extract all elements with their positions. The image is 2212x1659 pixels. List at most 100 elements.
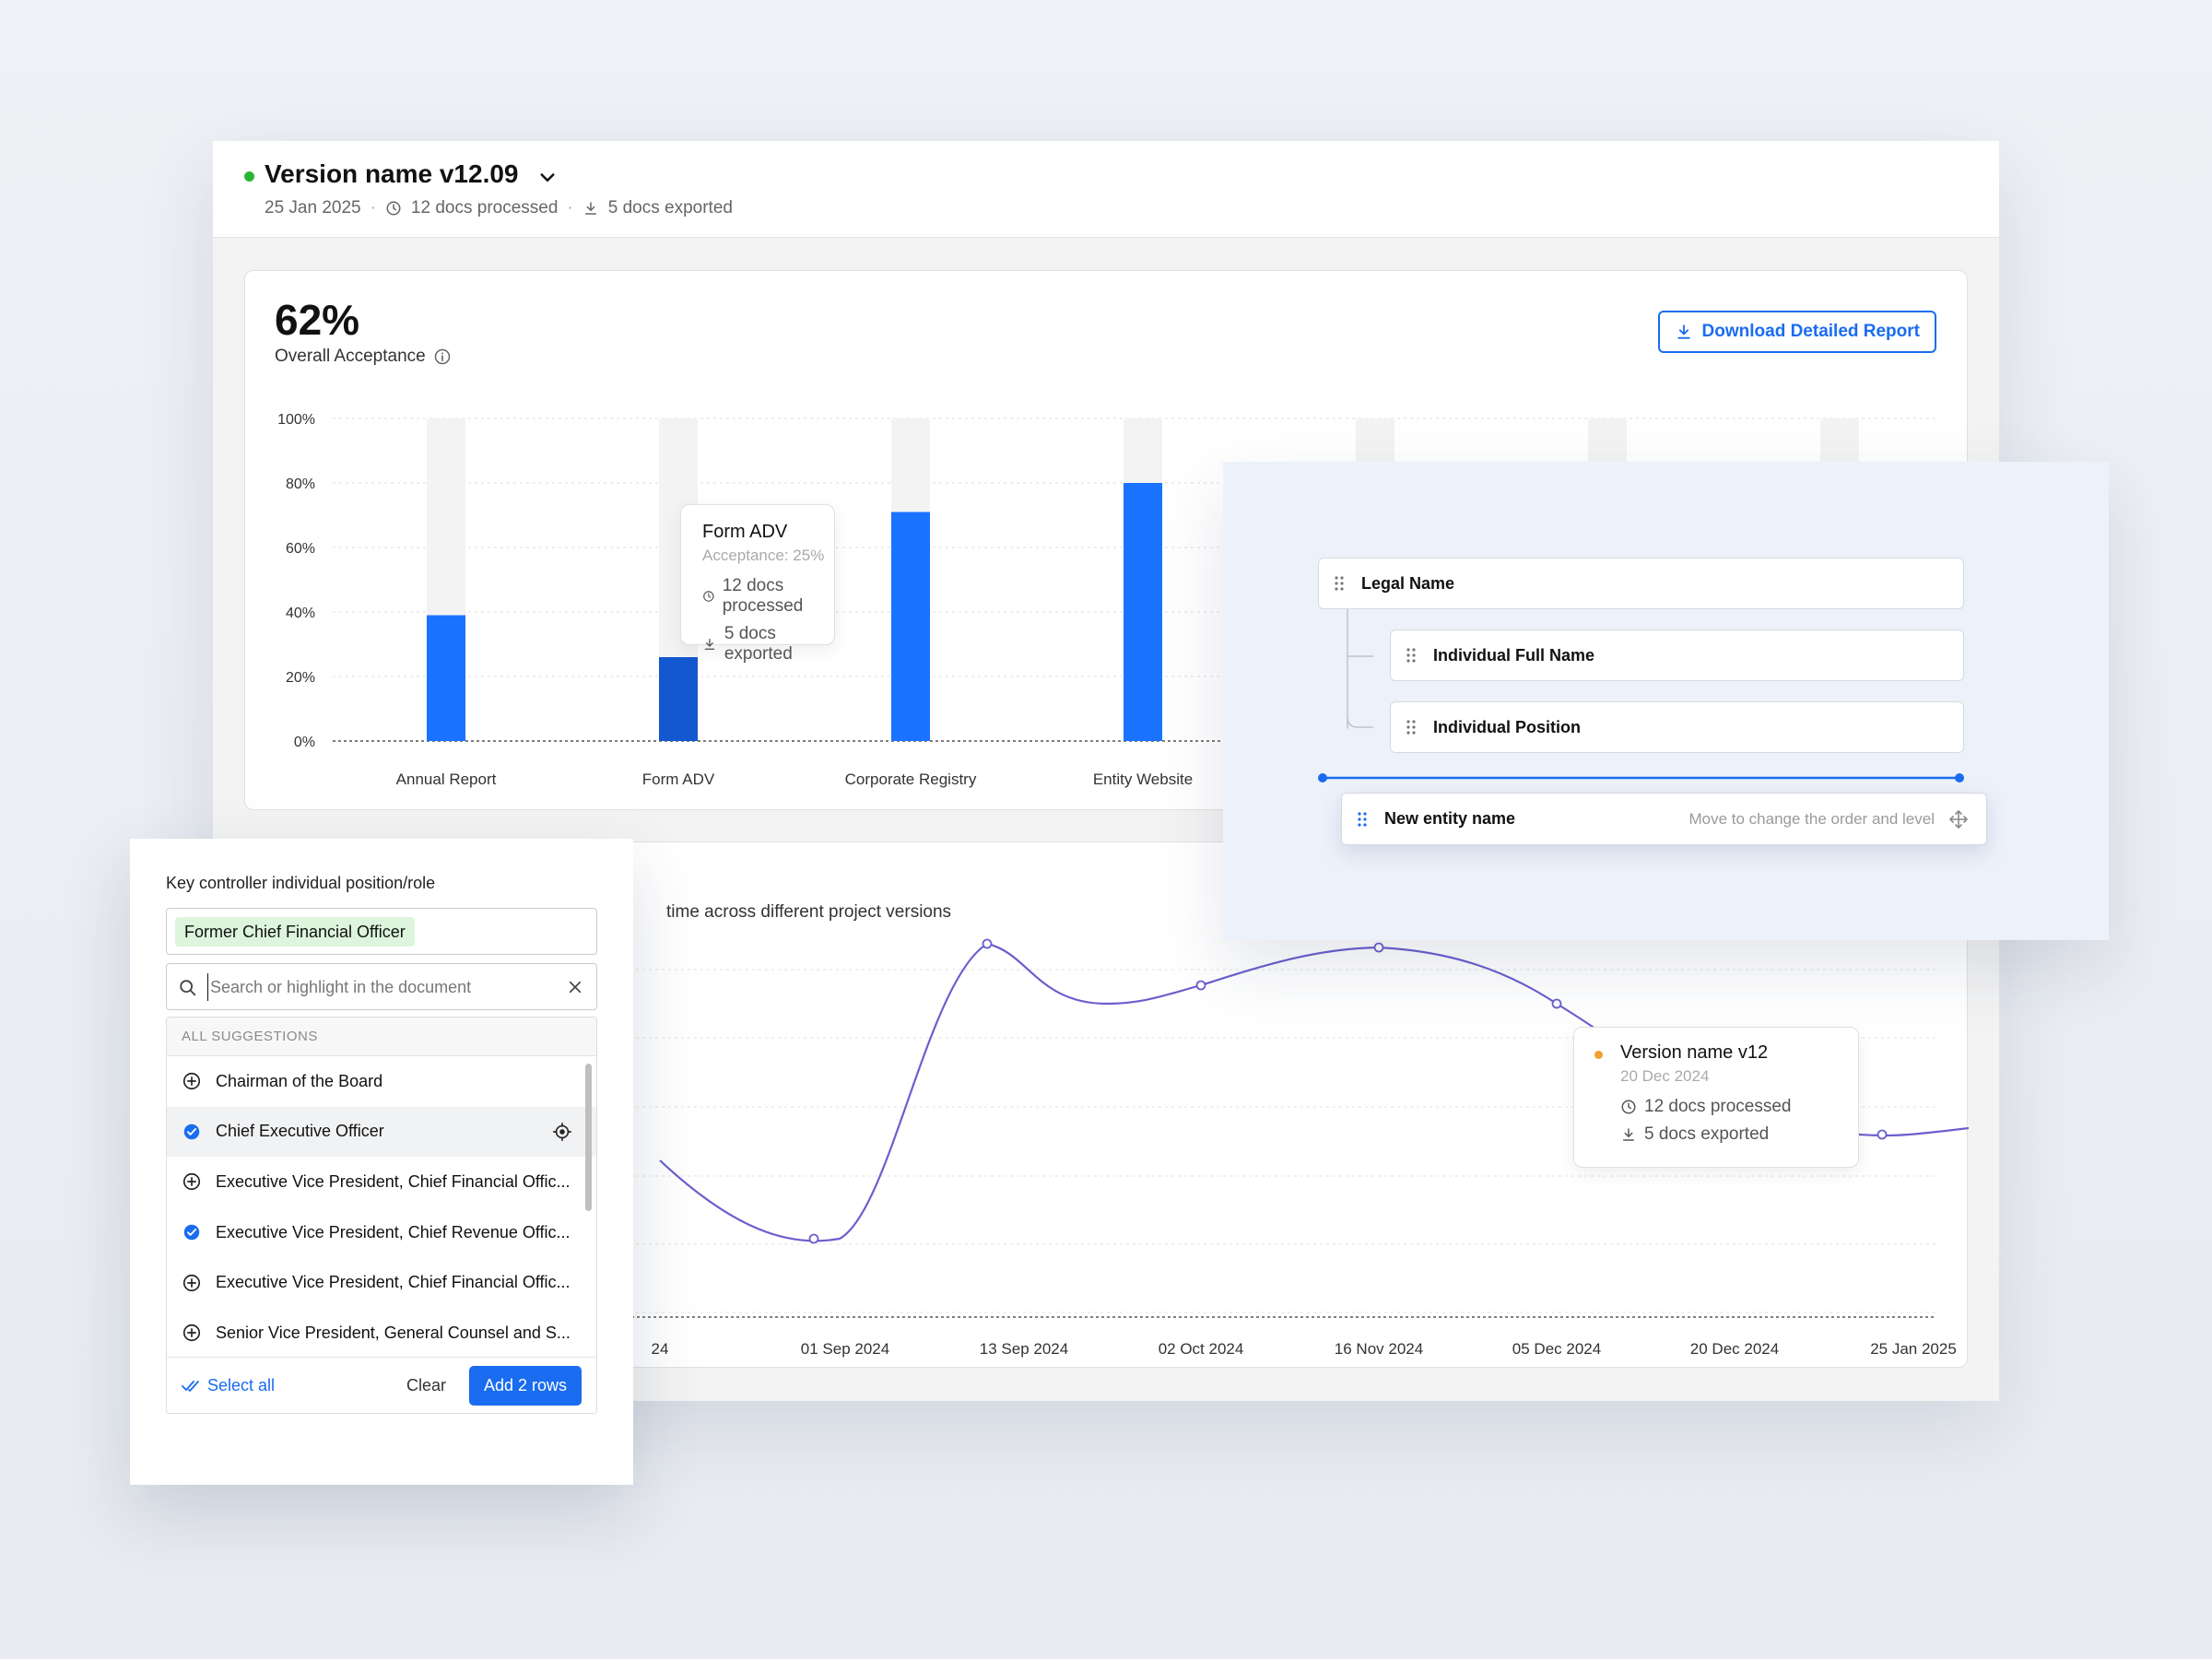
info-icon[interactable] xyxy=(433,347,452,366)
line-tooltip-processed: 12 docs processed xyxy=(1644,1097,1792,1116)
move-icon[interactable] xyxy=(1947,808,1970,830)
selected-value-chip[interactable]: Former Chief Financial Officer xyxy=(175,917,415,947)
add-circle-icon[interactable] xyxy=(182,1323,202,1343)
clock-icon xyxy=(1621,1100,1636,1114)
suggestion-item[interactable]: Executive Vice President, Chief Financia… xyxy=(167,1257,596,1308)
x-tick-label: 02 Oct 2024 xyxy=(1159,1340,1244,1358)
bar-tooltip-acceptance: Acceptance: 25% xyxy=(702,547,825,564)
position-picker-panel: Key controller individual position/role … xyxy=(130,839,633,1485)
bar[interactable] xyxy=(891,512,930,742)
checked-circle-icon[interactable] xyxy=(182,1222,202,1242)
y-tick-label: 60% xyxy=(286,541,315,557)
hierarchy-panel: Legal Name Individual Full Name Individu… xyxy=(1223,462,2109,940)
y-tick-label: 100% xyxy=(277,412,315,428)
x-tick-label: Corporate Registry xyxy=(845,771,977,788)
docs-processed: 12 docs processed xyxy=(410,198,559,218)
selected-value-field[interactable]: Former Chief Financial Officer xyxy=(166,908,597,955)
drop-indicator-end xyxy=(1955,773,1964,782)
suggestions-section-header: ALL SUGGESTIONS xyxy=(167,1018,596,1056)
search-input[interactable] xyxy=(207,973,548,1001)
data-point[interactable] xyxy=(1551,998,1562,1009)
bar-tooltip: Form ADV Acceptance: 25% 12 docs process… xyxy=(680,504,835,664)
x-tick-label: 20 Dec 2024 xyxy=(1690,1340,1779,1358)
drag-handle-icon[interactable] xyxy=(1406,719,1417,735)
trend-subtitle: time across different project versions xyxy=(666,902,952,922)
suggestion-item[interactable]: Chief Executive Officer xyxy=(167,1106,596,1158)
hierarchy-item-individual-position[interactable]: Individual Position xyxy=(1390,701,1964,753)
download-icon xyxy=(1677,324,1690,339)
line-tooltip-exported: 5 docs exported xyxy=(1644,1124,1770,1144)
suggestion-items: Chairman of the Board Chief Executive Off… xyxy=(167,1056,596,1359)
search-box xyxy=(166,963,597,1010)
locate-icon[interactable] xyxy=(552,1122,572,1142)
acceptance-label-text: Overall Acceptance xyxy=(275,347,426,366)
x-tick-label: Form ADV xyxy=(642,771,715,788)
docs-exported: 5 docs exported xyxy=(607,198,733,218)
version-header: Version name v12.09 25 Jan 2025 · 12 doc… xyxy=(213,141,1999,238)
x-tick-label: 05 Dec 2024 xyxy=(1512,1340,1601,1358)
suggestion-item[interactable]: Executive Vice President, Chief Revenue … xyxy=(167,1207,596,1258)
double-check-icon xyxy=(182,1380,199,1392)
download-icon xyxy=(704,639,715,650)
select-all-label: Select all xyxy=(207,1376,276,1394)
add-circle-icon[interactable] xyxy=(182,1171,202,1192)
line-tooltip-processed-row: 12 docs processed xyxy=(1620,1097,1858,1117)
hierarchy-item-individual-full-name[interactable]: Individual Full Name xyxy=(1390,629,1964,681)
hierarchy-item-new-entity-dragging[interactable]: New entity name Move to change the order… xyxy=(1341,793,1987,845)
version-date: 25 Jan 2025 xyxy=(265,198,361,218)
bar[interactable] xyxy=(659,657,698,741)
x-tick-label: Annual Report xyxy=(396,771,497,788)
select-all-button[interactable]: Select all xyxy=(182,1376,275,1395)
bar-tooltip-title: Form ADV xyxy=(702,522,788,542)
field-label: Key controller individual position/role xyxy=(166,874,436,892)
x-tick-label: 25 Jan 2025 xyxy=(1870,1340,1957,1358)
tooltip-marker-dot xyxy=(1594,1051,1603,1059)
line-tooltip: Version name v12 20 Dec 2024 12 docs pro… xyxy=(1573,1027,1859,1168)
clock-icon xyxy=(386,201,401,216)
data-point[interactable] xyxy=(1373,942,1384,953)
chevron-down-icon[interactable] xyxy=(534,163,561,191)
tree-connectors xyxy=(1318,582,1964,782)
acceptance-label: Overall Acceptance xyxy=(275,347,452,367)
hierarchy-item-label: New entity name xyxy=(1384,809,1516,828)
suggestion-item[interactable]: Senior Vice President, General Counsel a… xyxy=(167,1308,596,1359)
x-tick-label: Entity Website xyxy=(1093,771,1193,788)
status-dot xyxy=(244,171,254,182)
data-point[interactable] xyxy=(982,938,993,949)
drag-handle-icon[interactable] xyxy=(1406,647,1417,664)
bar[interactable] xyxy=(427,615,465,742)
bar[interactable] xyxy=(1124,483,1162,741)
download-report-button[interactable]: Download Detailed Report xyxy=(1657,311,1936,353)
scrollbar[interactable] xyxy=(585,1064,592,1211)
suggestion-list: ALL SUGGESTIONS Chairman of the Board Chi… xyxy=(166,1017,597,1414)
version-meta: 25 Jan 2025 · 12 docs processed · 5 docs… xyxy=(265,198,733,218)
y-tick-label: 0% xyxy=(294,735,315,750)
add-rows-button[interactable]: Add 2 rows xyxy=(468,1366,582,1406)
hierarchy-item-label: Legal Name xyxy=(1361,573,1455,593)
y-tick-label: 20% xyxy=(286,670,315,686)
line-tooltip-date: 20 Dec 2024 xyxy=(1620,1067,1710,1085)
close-icon[interactable] xyxy=(567,979,583,995)
drag-handle-icon[interactable] xyxy=(1334,575,1345,592)
suggestion-item[interactable]: Executive Vice President, Chief Financia… xyxy=(167,1157,596,1207)
data-point[interactable] xyxy=(808,1233,819,1244)
y-tick-label: 40% xyxy=(286,606,315,621)
clear-button[interactable]: Clear xyxy=(406,1376,447,1394)
version-title[interactable]: Version name v12.09 xyxy=(265,159,519,188)
suggestion-label: Chairman of the Board xyxy=(216,1071,383,1090)
suggestion-label: Senior Vice President, General Counsel a… xyxy=(216,1323,571,1342)
x-tick-label: 16 Nov 2024 xyxy=(1335,1340,1423,1358)
hierarchy-item-legal-name[interactable]: Legal Name xyxy=(1318,558,1964,609)
drag-handle-icon[interactable] xyxy=(1357,811,1368,828)
add-circle-icon[interactable] xyxy=(182,1071,202,1091)
suggestion-item[interactable]: Chairman of the Board xyxy=(167,1056,596,1107)
add-circle-icon[interactable] xyxy=(182,1273,202,1293)
data-point[interactable] xyxy=(1195,980,1206,991)
checked-circle-icon[interactable] xyxy=(182,1122,202,1142)
move-hint: Move to change the order and level xyxy=(1688,809,1935,828)
drop-indicator-start xyxy=(1318,773,1327,782)
hierarchy-item-label: Individual Full Name xyxy=(1433,645,1595,665)
data-point[interactable] xyxy=(1877,1129,1888,1140)
suggestion-label: Executive Vice President, Chief Revenue … xyxy=(216,1222,571,1241)
search-icon xyxy=(180,980,196,996)
